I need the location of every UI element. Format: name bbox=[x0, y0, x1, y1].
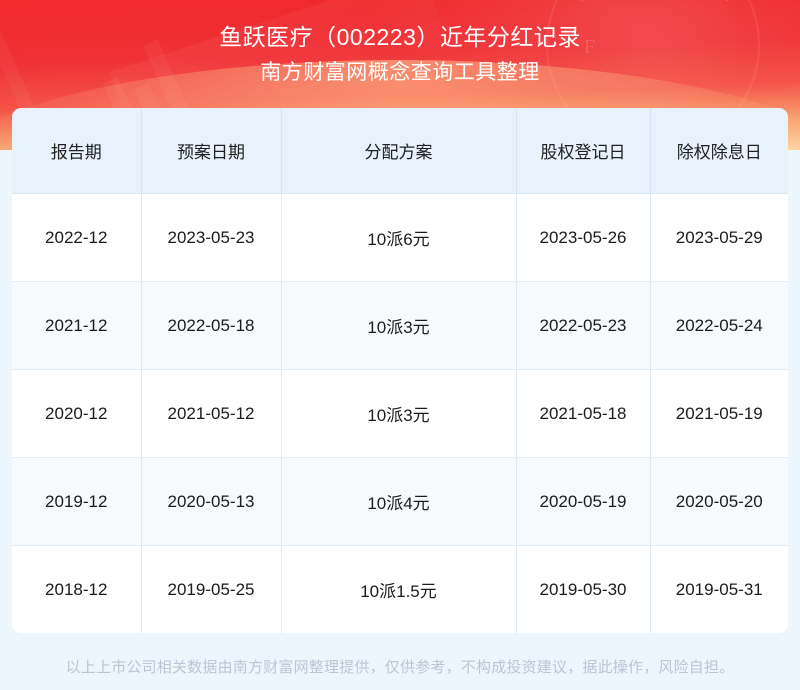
page-subtitle: 南方财富网概念查询工具整理 bbox=[260, 61, 540, 84]
cell-ex-date: 2020-05-20 bbox=[650, 457, 788, 546]
cell-report-period: 2018-12 bbox=[12, 545, 142, 633]
cell-distribution: 10派3元 bbox=[281, 281, 517, 370]
cell-ex-date: 2022-05-24 bbox=[650, 281, 788, 370]
table-row: 2020-12 2021-05-12 10派3元 2021-05-18 2021… bbox=[12, 369, 788, 458]
column-header-plan-date: 预案日期 bbox=[141, 108, 282, 194]
cell-plan-date: 2021-05-12 bbox=[141, 369, 282, 458]
disclaimer-text: 以上上市公司相关数据由南方财富网整理提供，仅供参考，不构成投资建议，据此操作，风… bbox=[65, 659, 735, 676]
table-row: 2019-12 2020-05-13 10派4元 2020-05-19 2020… bbox=[12, 457, 788, 546]
table-header-row: 报告期 预案日期 分配方案 股权登记日 除权除息日 bbox=[12, 108, 788, 194]
table-row: 2018-12 2019-05-25 10派1.5元 2019-05-30 20… bbox=[12, 545, 788, 633]
column-header-ex-date: 除权除息日 bbox=[650, 108, 788, 194]
cell-record-date: 2022-05-23 bbox=[516, 281, 651, 370]
cell-plan-date: 2019-05-25 bbox=[141, 545, 282, 633]
table-body: 2022-12 2023-05-23 10派6元 2023-05-26 2023… bbox=[12, 193, 788, 633]
cell-distribution: 10派4元 bbox=[281, 457, 517, 546]
cell-report-period: 2021-12 bbox=[12, 281, 142, 370]
cell-report-period: 2020-12 bbox=[12, 369, 142, 458]
footer: 以上上市公司相关数据由南方财富网整理提供，仅供参考，不构成投资建议，据此操作，风… bbox=[0, 643, 800, 690]
cell-report-period: 2019-12 bbox=[12, 457, 142, 546]
cell-distribution: 10派6元 bbox=[281, 193, 517, 282]
cell-plan-date: 2022-05-18 bbox=[141, 281, 282, 370]
page-title: 鱼跃医疗（002223）近年分红记录 bbox=[219, 24, 581, 50]
table-header: 报告期 预案日期 分配方案 股权登记日 除权除息日 bbox=[12, 108, 788, 194]
dividend-table: 报告期 预案日期 分配方案 股权登记日 除权除息日 2022-12 2023-0… bbox=[12, 108, 788, 633]
cell-ex-date: 2021-05-19 bbox=[650, 369, 788, 458]
cell-record-date: 2020-05-19 bbox=[516, 457, 651, 546]
cell-record-date: 2019-05-30 bbox=[516, 545, 651, 633]
cell-plan-date: 2020-05-13 bbox=[141, 457, 282, 546]
dividend-table-container: 报告期 预案日期 分配方案 股权登记日 除权除息日 2022-12 2023-0… bbox=[12, 108, 788, 633]
column-header-record-date: 股权登记日 bbox=[516, 108, 651, 194]
cell-ex-date: 2019-05-31 bbox=[650, 545, 788, 633]
decorative-letter-f: F bbox=[583, 36, 595, 58]
table-row: 2021-12 2022-05-18 10派3元 2022-05-23 2022… bbox=[12, 281, 788, 370]
cell-ex-date: 2023-05-29 bbox=[650, 193, 788, 282]
cell-report-period: 2022-12 bbox=[12, 193, 142, 282]
cell-record-date: 2023-05-26 bbox=[516, 193, 651, 282]
cell-distribution: 10派1.5元 bbox=[281, 545, 517, 633]
column-header-report-period: 报告期 bbox=[12, 108, 142, 194]
column-header-distribution: 分配方案 bbox=[281, 108, 517, 194]
banner-titles: 鱼跃医疗（002223）近年分红记录 南方财富网概念查询工具整理 bbox=[0, 0, 800, 87]
cell-plan-date: 2023-05-23 bbox=[141, 193, 282, 282]
cell-distribution: 10派3元 bbox=[281, 369, 517, 458]
table-row: 2022-12 2023-05-23 10派6元 2023-05-26 2023… bbox=[12, 193, 788, 282]
cell-record-date: 2021-05-18 bbox=[516, 369, 651, 458]
